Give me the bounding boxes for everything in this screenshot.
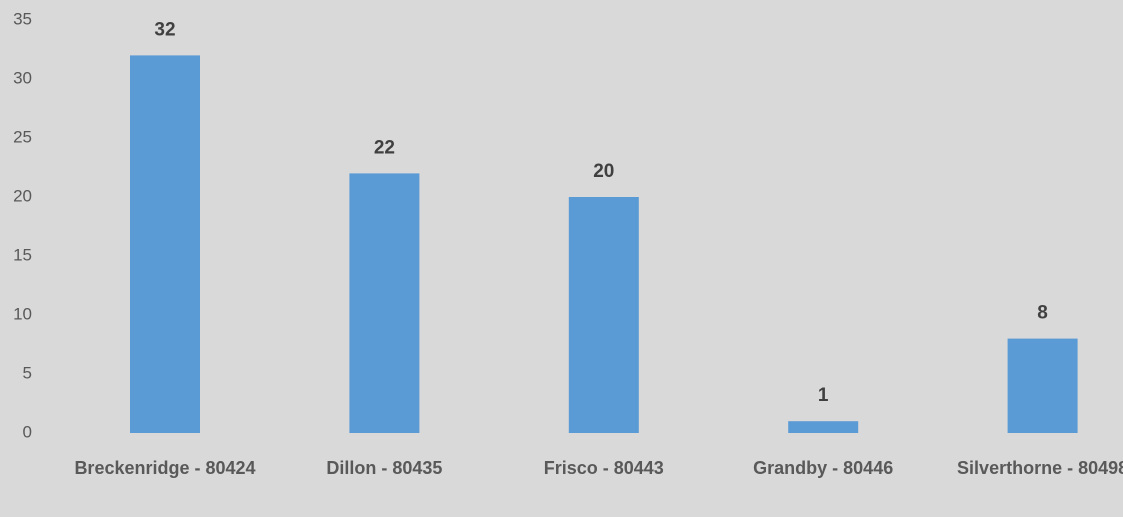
data-label: 32 xyxy=(154,19,175,40)
y-tick-label: 15 xyxy=(13,245,32,264)
x-tick-label: Dillon - 80435 xyxy=(326,458,443,478)
y-tick-label: 10 xyxy=(13,304,32,323)
data-label: 22 xyxy=(374,137,395,158)
y-tick-label: 20 xyxy=(13,186,32,205)
bar xyxy=(130,55,200,434)
x-tick-label: Silverthorne - 80498 xyxy=(957,458,1123,478)
y-tick-label: 30 xyxy=(13,68,32,87)
bar xyxy=(349,173,420,433)
bar xyxy=(568,197,639,433)
x-tick-label: Breckenridge - 80424 xyxy=(74,458,256,478)
y-tick-label: 35 xyxy=(13,9,32,28)
data-label: 8 xyxy=(1037,303,1048,324)
y-tick-label: 0 xyxy=(23,422,32,441)
data-label: 1 xyxy=(818,385,829,406)
bar xyxy=(1007,338,1078,433)
bar xyxy=(788,421,859,433)
y-tick-label: 25 xyxy=(13,127,32,146)
x-tick-label: Grandby - 80446 xyxy=(753,458,894,478)
data-label: 20 xyxy=(593,161,614,182)
x-tick-label: Frisco - 80443 xyxy=(543,458,664,478)
y-tick-label: 5 xyxy=(23,363,32,382)
